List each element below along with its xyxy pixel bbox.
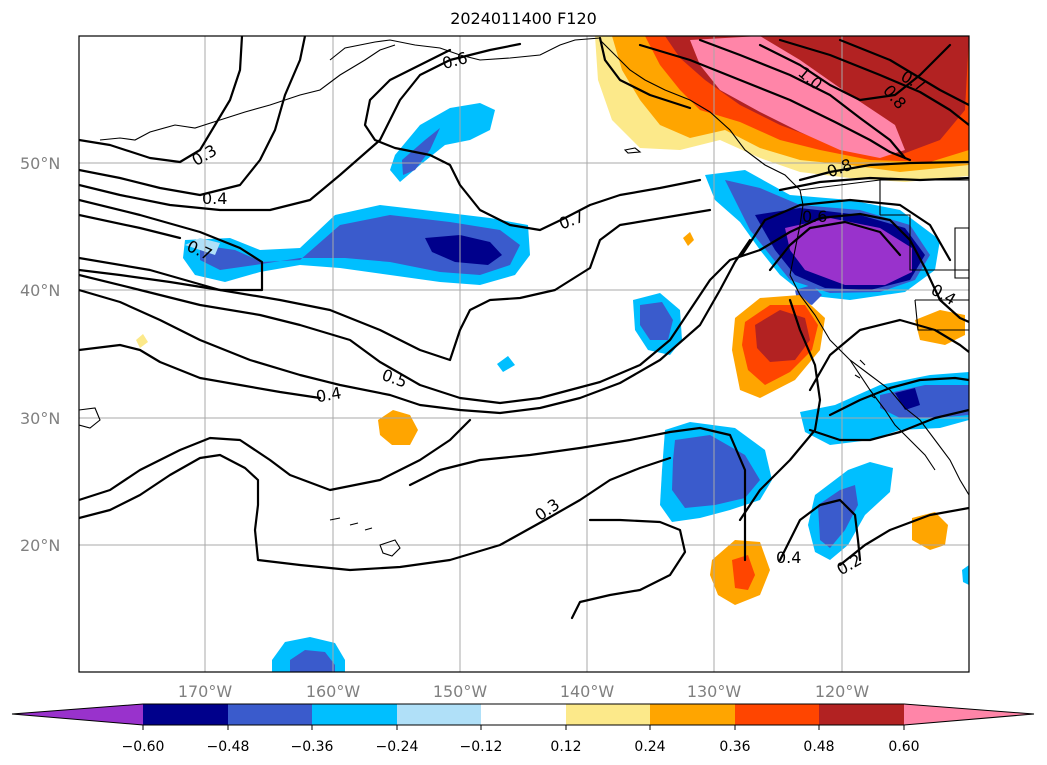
colorbar-tick-label: −0.48 bbox=[207, 739, 250, 755]
colorbar-tick-label: −0.36 bbox=[291, 739, 334, 755]
contour-lines bbox=[79, 36, 969, 620]
lon-label-150w: 150°W bbox=[433, 682, 488, 701]
lon-label-170w: 170°W bbox=[178, 682, 233, 701]
colorbar-segment bbox=[312, 704, 397, 725]
colorbar-tick-label: 0.36 bbox=[719, 739, 750, 755]
colorbar-extend-high bbox=[904, 704, 1034, 725]
colorbar-segment bbox=[650, 704, 735, 725]
lon-label-130w: 130°W bbox=[687, 682, 742, 701]
latitude-labels: 50°N 40°N 30°N 20°N bbox=[20, 154, 60, 555]
contour-label: 0.4 bbox=[776, 548, 801, 567]
coastlines bbox=[79, 37, 969, 557]
colorbar-extend-low bbox=[12, 704, 143, 725]
colorbar-tick-label: 0.60 bbox=[888, 739, 919, 755]
lat-label-50n: 50°N bbox=[20, 154, 60, 173]
colorbar-tick-label: 0.48 bbox=[803, 739, 834, 755]
contour-label: 0.4 bbox=[314, 383, 342, 406]
colorbar-tick-label: −0.12 bbox=[460, 739, 503, 755]
lat-label-20n: 20°N bbox=[20, 536, 60, 555]
longitude-labels: 170°W 160°W 150°W 140°W 130°W 120°W bbox=[178, 682, 870, 701]
colorbar-segment bbox=[228, 704, 312, 725]
lon-label-120w: 120°W bbox=[815, 682, 870, 701]
colorbar-segment bbox=[566, 704, 650, 725]
lon-label-140w: 140°W bbox=[560, 682, 615, 701]
colorbar-segment bbox=[481, 704, 566, 725]
colorbar: −0.60 −0.48 −0.36 −0.24 −0.12 0.12 0.24 … bbox=[11, 703, 1035, 755]
colorbar-ticks bbox=[142, 725, 905, 730]
contour-label: 0.6 bbox=[802, 207, 827, 226]
lat-label-30n: 30°N bbox=[20, 409, 60, 428]
colorbar-tick-label: 0.12 bbox=[550, 739, 581, 755]
lon-label-160w: 160°W bbox=[306, 682, 361, 701]
colorbar-tick-label: −0.60 bbox=[122, 739, 165, 755]
colorbar-tick-label: 0.24 bbox=[634, 739, 665, 755]
colorbar-segment bbox=[819, 704, 904, 725]
colorbar-segment bbox=[143, 704, 228, 725]
map-panel: 0.3 0.4 0.6 0.7 0.7 0.5 0.4 0.3 0.4 0.2 … bbox=[79, 36, 969, 672]
page-title: 2024011400 F120 bbox=[450, 9, 597, 28]
contour-label: 0.4 bbox=[202, 189, 227, 208]
colorbar-segment bbox=[397, 704, 481, 725]
colorbar-tick-label: −0.24 bbox=[376, 739, 419, 755]
colorbar-segment bbox=[735, 704, 819, 725]
lat-label-40n: 40°N bbox=[20, 281, 60, 300]
map-border bbox=[78, 35, 970, 673]
